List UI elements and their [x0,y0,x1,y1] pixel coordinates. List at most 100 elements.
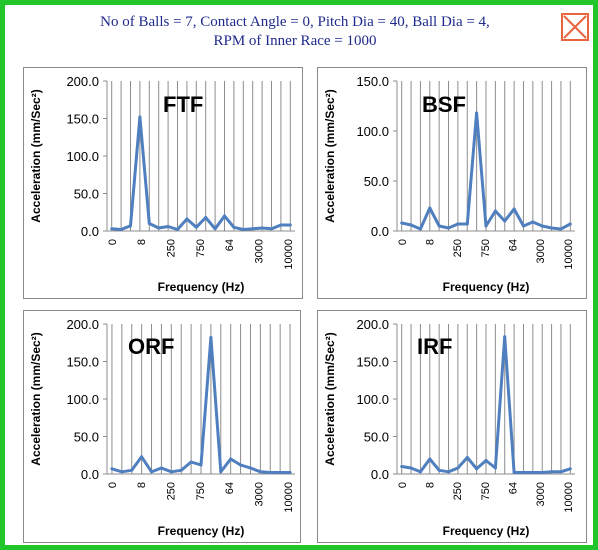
y-tick-label: 0.0 [371,224,389,239]
chart-ftf-svg: 0.0 50.0 100.0 150.0 200.0 0 8 250 750 64 3000 1000… [23,67,303,299]
data-point [428,457,432,461]
data-point [199,463,203,467]
data-point [176,228,179,231]
title-line-1: No of Balls = 7, Contact Angle = 0, Pitc… [100,14,490,30]
data-point [268,471,272,474]
data-point [194,225,198,229]
y-tick-label: 50.0 [74,430,99,445]
data-point [278,471,282,474]
y-tick-label: 100.0 [66,149,99,164]
close-button[interactable] [561,13,589,41]
y-tick-label: 50.0 [364,430,389,445]
data-point [258,470,262,474]
y-tick-label: 0.0 [371,467,389,482]
data-point [456,222,460,226]
y-tick-label: 150.0 [66,355,99,370]
data-point [531,471,535,474]
data-point [568,222,572,226]
data-point [484,459,488,462]
data-point [512,207,516,211]
x-tick-label: 0 [397,482,409,488]
data-point [550,226,554,230]
data-point [531,220,535,224]
data-point [437,224,441,228]
x-tick-label: 8 [136,239,148,245]
x-tick-label: 8 [425,239,437,245]
x-tick-label: 3000 [535,482,547,506]
chart-title: FTF [163,92,203,117]
data-point [418,227,422,231]
data-point [260,226,264,230]
data-point [447,470,450,474]
y-tick-label: 50.0 [74,187,99,202]
x-tick-label: 0 [107,482,119,488]
data-point [409,466,413,470]
x-tick-label: 3000 [254,239,266,263]
data-point [223,214,226,218]
x-tick-label: 10000 [283,239,295,270]
data-point [209,336,213,339]
data-point [522,471,525,474]
x-tick-label: 64 [224,482,236,494]
data-point [493,209,497,213]
data-point [166,225,170,228]
x-tick-label: 64 [224,239,236,251]
chart-header: No of Balls = 7, Contact Angle = 0, Pitc… [35,13,555,51]
x-tick-label: 8 [425,482,437,488]
x-tick-label: 250 [452,482,464,500]
data-point [493,466,497,470]
data-point [239,463,243,467]
data-point [185,217,189,221]
data-point [147,222,151,225]
data-point [503,335,507,339]
chart-border [23,67,303,299]
data-point [288,223,292,227]
data-point [540,224,544,228]
data-point [251,227,255,231]
data-point [189,460,193,464]
x-tick-label: 3000 [535,239,547,263]
y-tick-label: 150.0 [356,355,389,370]
data-point [110,227,114,231]
data-point [229,457,233,461]
chart-bsf: 0.0 50.0 100.0 150.0 0 8 250 750 64 3000 10000 Freq… [317,67,587,299]
y-axis-title: Acceleration (mm/Sec²) [323,332,337,465]
data-point [559,227,563,231]
data-point [138,115,142,119]
data-point [241,228,245,231]
data-point [540,471,544,474]
x-axis-title: Frequency (Hz) [158,524,245,538]
data-point [288,471,292,474]
x-tick-label: 750 [480,239,492,257]
data-point [219,470,223,474]
chart-title: BSF [422,92,466,117]
data-point [204,216,208,219]
chart-orf-svg: 0.0 50.0 100.0 150.0 200.0 0 8 250 750 64 3000 1000… [23,310,301,543]
chart-irf: 0.0 50.0 100.0 150.0 200.0 0 8 250 750 64 3000 1000… [317,310,587,543]
y-axis-title: Acceleration (mm/Sec²) [323,89,337,222]
chart-border [317,310,587,543]
x-tick-label: 10000 [563,482,575,513]
x-axis-title: Frequency (Hz) [443,280,530,294]
data-point [130,468,134,472]
data-point [503,219,507,223]
data-point [484,224,488,228]
x-tick-label: 8 [136,482,148,488]
y-tick-label: 0.0 [81,467,99,482]
data-point [179,468,183,472]
series-line [111,115,291,231]
x-tick-label: 750 [480,482,492,500]
x-axis-title: Frequency (Hz) [443,524,530,538]
data-point [119,228,123,231]
y-tick-label: 200.0 [356,317,389,332]
data-point [249,466,252,470]
data-point [475,111,479,115]
data-point [120,470,124,474]
x-tick-label: 250 [452,239,464,257]
data-point [213,227,217,231]
chart-border [317,67,587,299]
data-point [232,225,236,229]
data-point [447,226,450,230]
y-axis-title: Acceleration (mm/Sec²) [29,89,43,222]
data-point [456,466,460,470]
